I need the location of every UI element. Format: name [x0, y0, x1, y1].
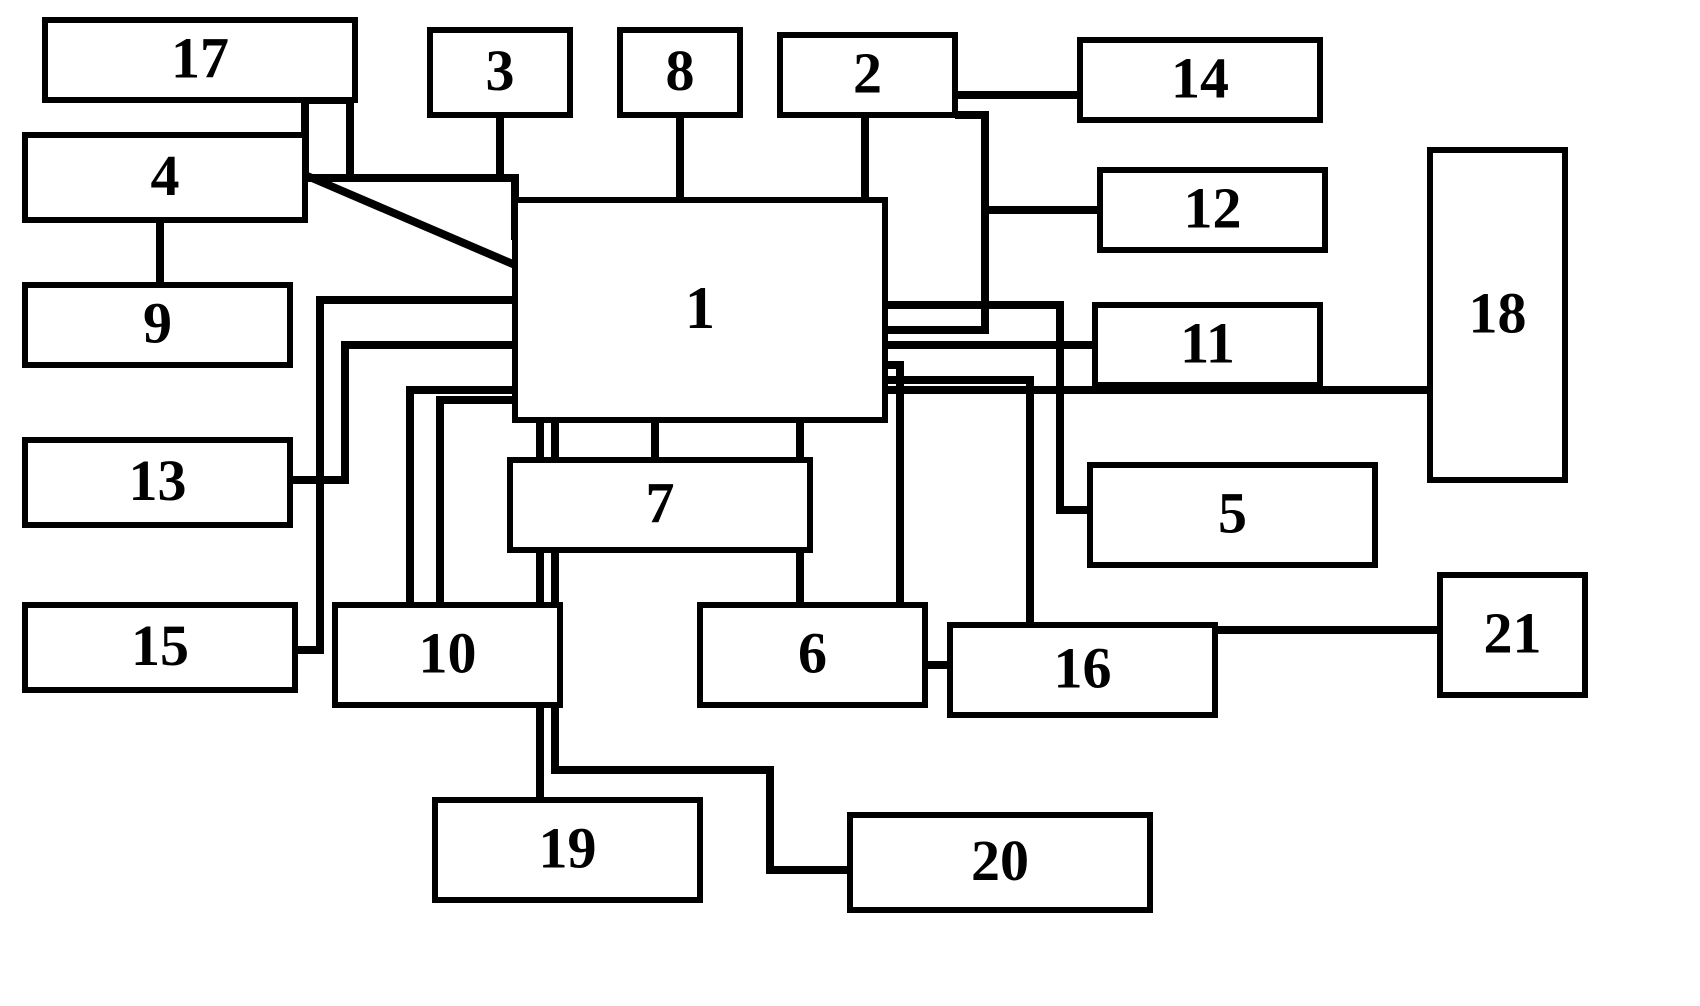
edge-11 [295, 300, 515, 650]
node-n17: 17 [45, 20, 355, 100]
edge-13 [440, 400, 515, 605]
node-n20: 20 [850, 815, 1150, 910]
node-n11: 11 [1095, 305, 1320, 385]
node-n13: 13 [25, 440, 290, 525]
edge-8 [885, 305, 1090, 510]
node-label-n1: 1 [685, 275, 715, 341]
node-n10: 10 [335, 605, 560, 705]
node-label-n4: 4 [151, 143, 180, 208]
node-label-n21: 21 [1484, 600, 1542, 665]
nodes-layer: 123456789101112131415161718192021 [25, 20, 1585, 910]
node-label-n9: 9 [143, 290, 172, 355]
node-n12: 12 [1100, 170, 1325, 250]
node-n5: 5 [1090, 465, 1375, 565]
node-n15: 15 [25, 605, 295, 690]
node-label-n5: 5 [1218, 480, 1247, 545]
node-n18: 18 [1430, 150, 1565, 480]
node-n9: 9 [25, 285, 290, 365]
node-n8: 8 [620, 30, 740, 115]
node-n21: 21 [1440, 575, 1585, 695]
node-n14: 14 [1080, 40, 1320, 120]
node-n2: 2 [780, 35, 955, 115]
node-label-n10: 10 [419, 620, 477, 685]
node-label-n3: 3 [486, 38, 515, 103]
node-label-n17: 17 [171, 25, 229, 90]
node-label-n16: 16 [1054, 635, 1112, 700]
node-label-n7: 7 [646, 470, 675, 535]
node-label-n14: 14 [1171, 45, 1229, 110]
edge-4 [885, 115, 985, 330]
node-n1: 1 [515, 200, 885, 420]
node-label-n2: 2 [853, 40, 882, 105]
node-n4: 4 [25, 135, 305, 220]
node-label-n12: 12 [1184, 175, 1242, 240]
node-n19: 19 [435, 800, 700, 900]
node-label-n6: 6 [798, 620, 827, 685]
node-label-n8: 8 [666, 38, 695, 103]
node-n16: 16 [950, 625, 1215, 715]
node-n7: 7 [510, 460, 810, 550]
node-label-n19: 19 [539, 815, 597, 880]
block-diagram: 123456789101112131415161718192021 [0, 0, 1700, 1006]
node-label-n18: 18 [1469, 280, 1527, 345]
node-label-n15: 15 [131, 613, 189, 678]
node-label-n13: 13 [129, 448, 187, 513]
edge-20 [305, 175, 515, 265]
node-label-n20: 20 [971, 828, 1029, 893]
node-label-n11: 11 [1180, 310, 1235, 375]
node-n3: 3 [430, 30, 570, 115]
node-n6: 6 [700, 605, 925, 705]
